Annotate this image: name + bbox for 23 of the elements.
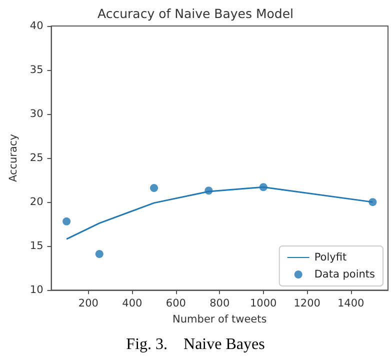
caption: Fig. 3. Naive Bayes: [125, 336, 266, 354]
point: [62, 217, 71, 226]
legend-label: Data points: [314, 268, 376, 280]
y-tick-label: 35: [30, 64, 44, 76]
y-tick-label: 15: [30, 240, 44, 252]
legend-label: Polyfit: [314, 252, 347, 264]
y-tick-label: 20: [30, 196, 44, 208]
point: [150, 184, 158, 192]
chart-title: Accuracy of Naive Bayes Model: [98, 6, 294, 21]
x-axis-title: Number of tweets: [172, 314, 267, 326]
y-tick-label: 40: [30, 20, 44, 32]
x-tick-label: 1200: [294, 298, 320, 310]
y-tick-label: 10: [30, 284, 44, 296]
y-tick-label: 30: [30, 108, 44, 120]
point: [95, 250, 104, 258]
x-tick-label: 200: [78, 298, 98, 310]
x-tick-label: 400: [122, 298, 142, 310]
x-tick-label: 1400: [337, 298, 364, 310]
x-tick-label: 800: [210, 298, 230, 310]
x-tick-label: 600: [166, 298, 186, 310]
y-tick-label: 25: [30, 152, 44, 164]
y-axis-title: Accuracy: [8, 134, 20, 182]
x-tick-label: 1000: [250, 298, 277, 310]
